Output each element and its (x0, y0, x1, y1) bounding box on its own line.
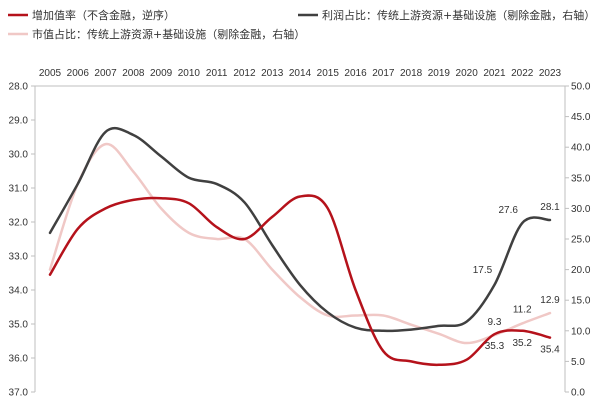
right-tick-label: 25.0 (571, 235, 591, 246)
x-tick-label: 2014 (289, 68, 312, 79)
legend-label-profit-share: 利润占比：传统上游资源+基础设施（剔除金融，右轴） (322, 8, 595, 22)
data-label: 27.6 (498, 205, 518, 216)
legend: 增加值率（不含金融，逆序） 利润占比：传统上游资源+基础设施（剔除金融，右轴） … (8, 8, 595, 41)
left-tick-label: 28.0 (9, 82, 29, 93)
x-tick-label: 2018 (400, 68, 423, 79)
right-tick-label: 5.0 (571, 357, 585, 368)
data-label: 35.2 (512, 338, 532, 349)
right-tick-label: 10.0 (571, 326, 591, 337)
data-label: 11.2 (513, 304, 532, 315)
legend-label-market-cap-share: 市值占比：传统上游资源+基础设施（剔除金融，右轴） (32, 27, 305, 41)
x-tick-label: 2022 (511, 68, 534, 79)
x-tick-label: 2008 (122, 68, 145, 79)
left-tick-label: 37.0 (9, 388, 29, 399)
left-axis-tick-labels: 28.0 29.0 30.0 31.0 32.0 33.0 34.0 35.0 36.0 37.0 (9, 82, 35, 399)
x-tick-label: 2020 (456, 68, 479, 79)
x-tick-label: 2016 (344, 68, 367, 79)
right-tick-label: 15.0 (571, 296, 591, 307)
legend-label-value-added: 增加值率（不含金融，逆序） (32, 8, 175, 22)
data-label: 9.3 (487, 317, 501, 328)
x-tick-label: 2006 (67, 68, 90, 79)
x-tick-label: 2015 (317, 68, 340, 79)
series-lines (48, 126, 552, 367)
x-tick-label: 2007 (94, 68, 117, 79)
data-labels: 35.3 35.2 35.4 17.5 27.6 28.1 9.3 11.2 12.9 (473, 202, 560, 356)
left-tick-label: 32.0 (9, 218, 29, 229)
right-tick-label: 0.0 (571, 388, 585, 399)
right-tick-label: 20.0 (571, 265, 591, 276)
left-tick-label: 35.0 (9, 320, 29, 331)
x-tick-label: 2013 (261, 68, 284, 79)
left-tick-label: 36.0 (9, 354, 29, 365)
x-tick-label: 2012 (233, 68, 256, 79)
data-label: 28.1 (540, 202, 560, 213)
left-tick-label: 31.0 (9, 184, 29, 195)
right-tick-label: 30.0 (571, 204, 591, 215)
series-line-value-added (48, 194, 552, 367)
series-line-market-cap-share (48, 142, 552, 345)
left-tick-label: 33.0 (9, 252, 29, 263)
x-tick-label: 2011 (206, 68, 228, 79)
data-label: 35.4 (540, 345, 560, 356)
x-tick-label: 2019 (428, 68, 451, 79)
left-tick-label: 29.0 (9, 116, 29, 127)
right-tick-label: 45.0 (571, 112, 591, 123)
right-tick-label: 50.0 (571, 82, 591, 93)
left-tick-label: 30.0 (9, 150, 29, 161)
x-tick-label: 2021 (483, 68, 506, 79)
series-line-profit-share (48, 126, 552, 333)
data-label: 17.5 (473, 265, 493, 276)
data-label: 12.9 (540, 295, 560, 306)
right-axis-tick-labels: 0.0 5.0 10.0 15.0 20.0 25.0 30.0 35.0 40.0 45.0 50… (565, 82, 591, 399)
right-tick-label: 40.0 (571, 143, 591, 154)
x-tick-label: 2005 (39, 68, 62, 79)
data-label: 35.3 (485, 341, 505, 352)
x-axis-tick-labels: 2005 2006 2007 2008 2009 2010 2011 2012 2013 2014… (39, 68, 562, 79)
x-tick-label: 2010 (178, 68, 201, 79)
right-tick-label: 35.0 (571, 173, 591, 184)
left-tick-label: 34.0 (9, 286, 29, 297)
x-tick-label: 2009 (150, 68, 173, 79)
x-tick-label: 2023 (539, 68, 562, 79)
x-tick-label: 2017 (372, 68, 395, 79)
